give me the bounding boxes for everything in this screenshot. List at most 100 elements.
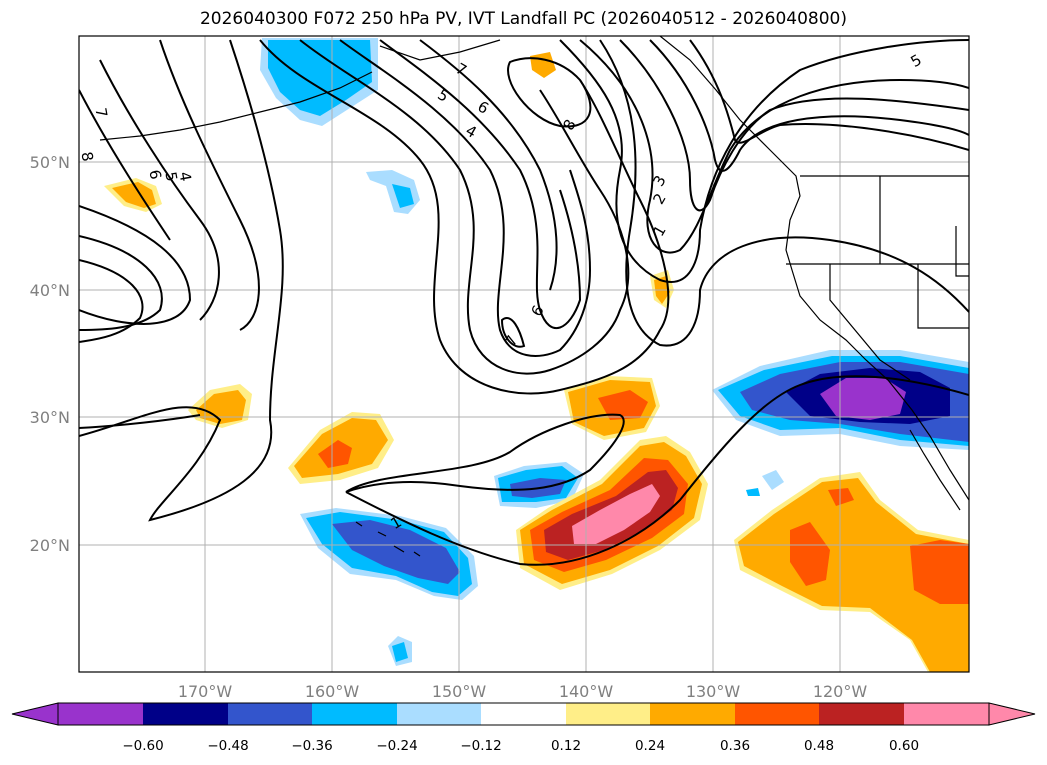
pv-contour	[79, 235, 163, 331]
hawaii-islands	[355, 521, 421, 557]
lon-tick-label: 170°W	[178, 682, 233, 701]
shade-region-red	[598, 390, 648, 420]
pv-contour	[79, 205, 192, 325]
pv-contour	[419, 39, 558, 291]
colorbar-segment	[397, 703, 481, 725]
pv-contour	[579, 39, 969, 254]
pv-contour	[500, 317, 526, 348]
colorbar-segment	[650, 703, 735, 725]
contour-label: 8	[559, 116, 579, 133]
colorbar-tick-label: 0.60	[889, 738, 919, 754]
colorbar-segment	[228, 703, 312, 725]
state-border	[829, 264, 911, 381]
shade-region-red	[318, 440, 352, 468]
shading-layer	[104, 38, 969, 672]
contour-label: 5	[161, 170, 180, 183]
lon-tick-label: 140°W	[559, 682, 614, 701]
pv-contour	[619, 39, 969, 212]
aleutian-islands	[99, 71, 373, 141]
contour-label: 7	[453, 59, 470, 79]
shade-region-blue	[392, 184, 414, 208]
pv-contour	[339, 39, 592, 357]
colorbar-tick-label: −0.12	[460, 738, 501, 754]
contour-label: 5	[908, 51, 925, 71]
shade-region-orange	[530, 52, 556, 78]
shade-region-orange	[196, 390, 246, 424]
shade-region-blue	[268, 40, 372, 116]
colorbar-segment	[566, 703, 650, 725]
state-border	[955, 226, 969, 277]
colorbar-tick-label: −0.36	[291, 738, 332, 754]
lon-tick-label: 160°W	[305, 682, 360, 701]
contour-label: 4	[175, 170, 194, 183]
colorbar-tick-label: 0.24	[635, 738, 665, 754]
lat-tick-label: 20°N	[30, 536, 70, 555]
plot-frame	[78, 35, 970, 673]
shade-region-pink	[572, 484, 660, 544]
lon-tick-label: 120°W	[813, 682, 868, 701]
colorbar-segment	[58, 703, 143, 725]
pv-contour	[345, 413, 625, 493]
lat-tick-label: 40°N	[30, 281, 70, 300]
pv-contour	[649, 39, 969, 172]
colorbar-segment	[143, 703, 228, 725]
pv-contour	[99, 59, 220, 321]
shade-region-blue	[366, 170, 420, 214]
pv-contour	[689, 39, 969, 151]
contour-label: 6	[527, 302, 547, 319]
north-america-coast	[659, 36, 969, 501]
colorbar-segment	[481, 703, 566, 725]
lat-tick-label: 30°N	[30, 408, 70, 427]
colorbar-extend-min	[11, 702, 59, 726]
gridlines	[79, 36, 969, 672]
colorbar-segment	[819, 703, 904, 725]
pv-contour	[79, 414, 201, 429]
contour-label: 8	[77, 150, 96, 163]
contour-label: 5	[435, 85, 452, 105]
shade-region-red	[828, 488, 854, 506]
colorbar-tick-label: −0.60	[122, 738, 163, 754]
pv-contour	[599, 39, 969, 347]
colorbar-tick-label: 0.48	[804, 738, 834, 754]
lon-tick-label: 150°W	[432, 682, 487, 701]
shade-region-blue	[762, 470, 784, 490]
shade-region-blue	[746, 488, 760, 496]
contour-label: 2	[649, 190, 669, 207]
pv-contour	[299, 39, 630, 375]
pv-contour	[259, 39, 670, 395]
baja-coast	[909, 429, 961, 511]
shade-region-blue	[332, 520, 460, 584]
pv-contour	[379, 39, 582, 330]
colorbar-frame	[57, 702, 990, 726]
colorbar-tick-label: 0.12	[551, 738, 581, 754]
shade-region-orange	[738, 478, 969, 672]
contour-label: 6	[475, 97, 492, 117]
shade-region-purple	[820, 378, 906, 420]
map-title: 2026040300 F072 250 hPa PV, IVT Landfall…	[199, 9, 847, 29]
pv-contour	[507, 57, 592, 128]
colorbar-extend-max	[988, 702, 1036, 726]
alaska-coast	[379, 39, 501, 61]
pv-contour	[79, 259, 144, 343]
lon-tick-label: 130°W	[686, 682, 741, 701]
pv-contour	[345, 375, 969, 566]
colorbar-segment	[735, 703, 819, 725]
shade-region-red	[790, 522, 830, 586]
colorbar-tick-label: −0.48	[207, 738, 248, 754]
contour-label: 7	[91, 106, 110, 119]
pv-contour	[559, 39, 969, 283]
colorbar-tick-label: 0.36	[720, 738, 750, 754]
coastlines	[99, 36, 969, 557]
colorbar-segment	[312, 703, 397, 725]
pv-contour	[79, 89, 171, 241]
shade-region-red	[910, 540, 969, 604]
contour-label: 1	[649, 222, 669, 239]
pv-contours	[79, 39, 969, 566]
longitude-axis: 170°W 160°W 150°W 140°W 130°W 120°W	[178, 682, 868, 701]
pv-contour	[159, 39, 260, 331]
lat-tick-label: 50°N	[30, 153, 70, 172]
state-border	[917, 264, 969, 329]
shade-region-blue	[392, 642, 408, 662]
colorbar: −0.60 −0.48 −0.36 −0.24 −0.12 0.12 0.24 …	[11, 702, 1036, 754]
